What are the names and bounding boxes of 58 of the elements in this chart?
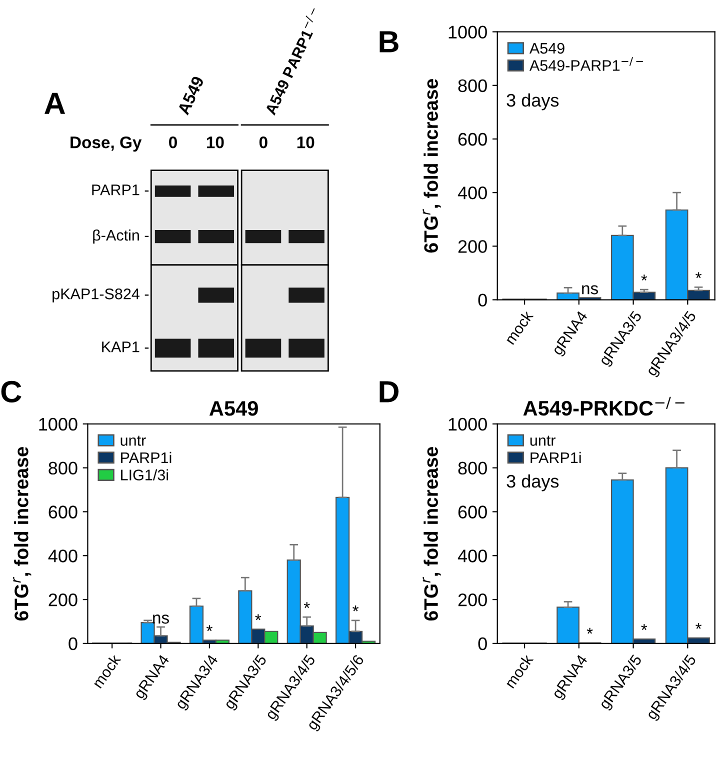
legend-label: A549-PARP1$^{−/−}$ [529,57,643,71]
annotation: * [206,625,212,632]
text: B [380,31,398,52]
y-tick-label: 0 [68,637,78,650]
text: PARP1 - [92,184,149,196]
annotation: 3 days [506,474,559,492]
y-tick-label: 1000 [448,418,487,431]
y-tick-label: 600 [458,132,487,146]
annotation: * [641,274,648,281]
text: pKAP1-S824 - [52,288,149,302]
y-tick-label: 800 [48,462,78,475]
annotation: * [641,624,648,630]
annotation: ns [153,614,169,624]
chart-title: A549-PRKDC$^{−/−}$ [523,396,684,416]
legend-label: PARP1i [121,452,172,463]
annotation: * [304,602,310,608]
y-tick-label: 600 [458,506,487,518]
y-tick-label: 0 [478,637,487,650]
text: Dose, Gy [70,136,142,152]
y-tick-label: 400 [458,186,487,200]
y-tick-label: 200 [458,593,487,606]
legend-label: untr [530,436,556,446]
y-tick-label: 200 [48,593,78,606]
y-tick-label: 800 [458,79,487,92]
text: C [1,380,22,403]
annotation: * [352,605,359,612]
legend-label: A549 [529,42,564,54]
legend-label: LIG1/3i [121,469,168,480]
text: KAP1 - [102,342,149,352]
text: A [44,92,66,114]
y-tick-label: 400 [458,550,487,562]
annotation: * [586,628,593,634]
y-tick-label: 800 [458,462,487,475]
y-tick-label: 600 [48,506,78,518]
legend-label: untr [120,436,146,446]
text: 10 [206,136,224,148]
y-tick-label: 0 [478,294,487,306]
annotation: * [696,623,702,629]
text: 10 [297,136,314,148]
annotation: * [696,272,702,278]
chart-title: A549 [209,401,258,416]
annotation: * [255,614,262,620]
annotation: 3 days [506,93,559,110]
text: 0 [259,136,268,148]
annotation: ns [582,285,598,294]
y-axis-title: 6TG$^{r}$, fold increase [13,446,32,620]
y-tick-label: 400 [48,550,78,562]
text: A549 [177,75,204,116]
text: A549 PARP1$^{−/−}$ [262,6,323,116]
y-axis-title: 6TG$^{r}$, fold increase [422,446,441,620]
y-tick-label: 1000 [448,26,487,39]
y-axis-title: 6TG$^{r}$, fold increase [422,79,441,253]
y-tick-label: 1000 [39,418,78,431]
text: D [380,381,399,402]
text: β-Actin - [93,229,149,244]
text: 0 [169,136,177,148]
legend-label: PARP1i [530,452,581,463]
y-tick-label: 200 [458,240,487,253]
